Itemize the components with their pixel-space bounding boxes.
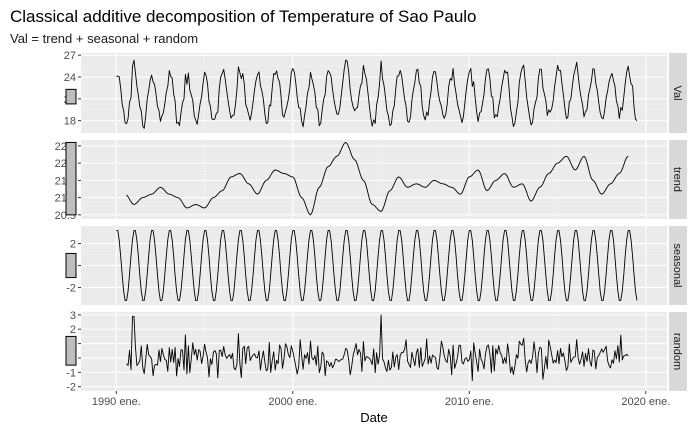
series-line-seasonal (116, 229, 638, 302)
y-tick-label: -2 (66, 282, 76, 294)
y-tick-label: -2 (66, 382, 76, 394)
strip-label-Val: Val (671, 85, 683, 100)
y-tick-label: 2 (70, 324, 76, 336)
strip-label-trend: trend (671, 167, 683, 192)
strip-trend (669, 140, 687, 219)
panel-background (81, 140, 667, 219)
strip-label-seasonal: seasonal (671, 243, 683, 287)
strip-label-random: random (671, 333, 683, 370)
panel-seasonal: -202seasonal (65, 226, 687, 305)
series-line-random (126, 314, 629, 382)
series-line-Val (116, 59, 638, 129)
scale-bar (65, 335, 77, 366)
x-tick-label: 2010 ene. (445, 396, 494, 408)
x-axis-label: Date (360, 410, 387, 425)
y-tick-label: 27 (64, 50, 76, 62)
y-tick-label: 2 (70, 239, 76, 251)
strip-random (669, 312, 687, 391)
strip-Val (669, 53, 687, 133)
chart-title: Classical additive decomposition of Temp… (10, 7, 477, 26)
series-line-trend (126, 141, 629, 216)
chart-subtitle: Val = trend + seasonal + random (10, 31, 199, 46)
panel-random: -2-10123random (65, 310, 687, 394)
strip-seasonal (669, 226, 687, 305)
y-tick-label: 18 (64, 116, 76, 128)
y-tick-label: -1 (66, 367, 76, 379)
scale-bar (65, 88, 77, 105)
x-tick-label: 1990 ene. (92, 396, 141, 408)
y-tick-label: 3 (70, 310, 76, 322)
x-tick-label: 2020 ene. (621, 396, 670, 408)
x-tick-label: 2000 ene. (268, 396, 317, 408)
panel-Val: 18212427Val (64, 50, 687, 133)
y-tick-label: 24 (64, 72, 76, 84)
scale-bar (65, 141, 77, 216)
scale-bar (65, 252, 77, 279)
